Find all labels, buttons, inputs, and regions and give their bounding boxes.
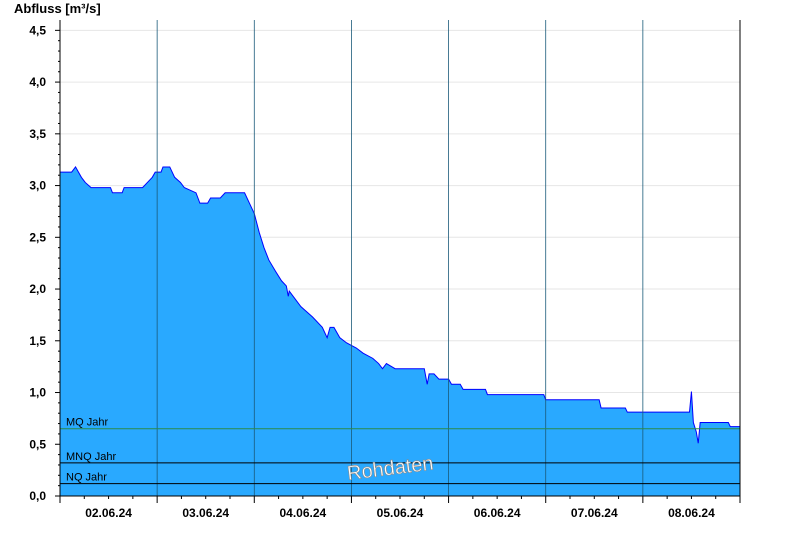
y-tick-label: 2,5 xyxy=(29,230,46,244)
y-axis-ticks: 0,0 0,5 1,0 1,5 2,0 2,5 3,0 3,5 4,0 4,5 xyxy=(29,23,60,503)
y-tick-label: 1,0 xyxy=(29,386,46,400)
x-tick-label: 08.06.24 xyxy=(668,506,715,520)
x-axis-ticks: 02.06.24 03.06.24 04.06.24 05.06.24 06.06.24… xyxy=(59,496,741,520)
x-tick-label: 03.06.24 xyxy=(182,506,229,520)
y-tick-label: 1,5 xyxy=(29,334,46,348)
reference-line-label: NQ Jahr xyxy=(66,472,107,484)
x-tick-label: 06.06.24 xyxy=(474,506,521,520)
y-tick-label: 2,0 xyxy=(29,282,46,296)
y-tick-label: 4,0 xyxy=(29,75,46,89)
x-tick-label: 07.06.24 xyxy=(571,506,618,520)
y-tick-label: 3,5 xyxy=(29,127,46,141)
y-tick-label: 4,5 xyxy=(29,23,46,37)
reference-line-label: MNQ Jahr xyxy=(66,451,116,463)
x-tick-label: 04.06.24 xyxy=(279,506,326,520)
discharge-area xyxy=(60,166,740,496)
discharge-fill xyxy=(60,166,740,496)
x-tick-label: 05.06.24 xyxy=(377,506,424,520)
day-divider-lines xyxy=(156,20,644,496)
x-tick-label: 02.06.24 xyxy=(85,506,132,520)
y-tick-label: 0,5 xyxy=(29,437,46,451)
reference-line-label: MQ Jahr xyxy=(66,417,109,429)
y-tick-label: 3,0 xyxy=(29,179,46,193)
reference-lines: MQ Jahr MNQ Jahr NQ Jahr xyxy=(60,417,740,485)
y-tick-label: 0,0 xyxy=(29,489,46,503)
y-axis-label: Abfluss [m³/s] xyxy=(14,1,101,16)
